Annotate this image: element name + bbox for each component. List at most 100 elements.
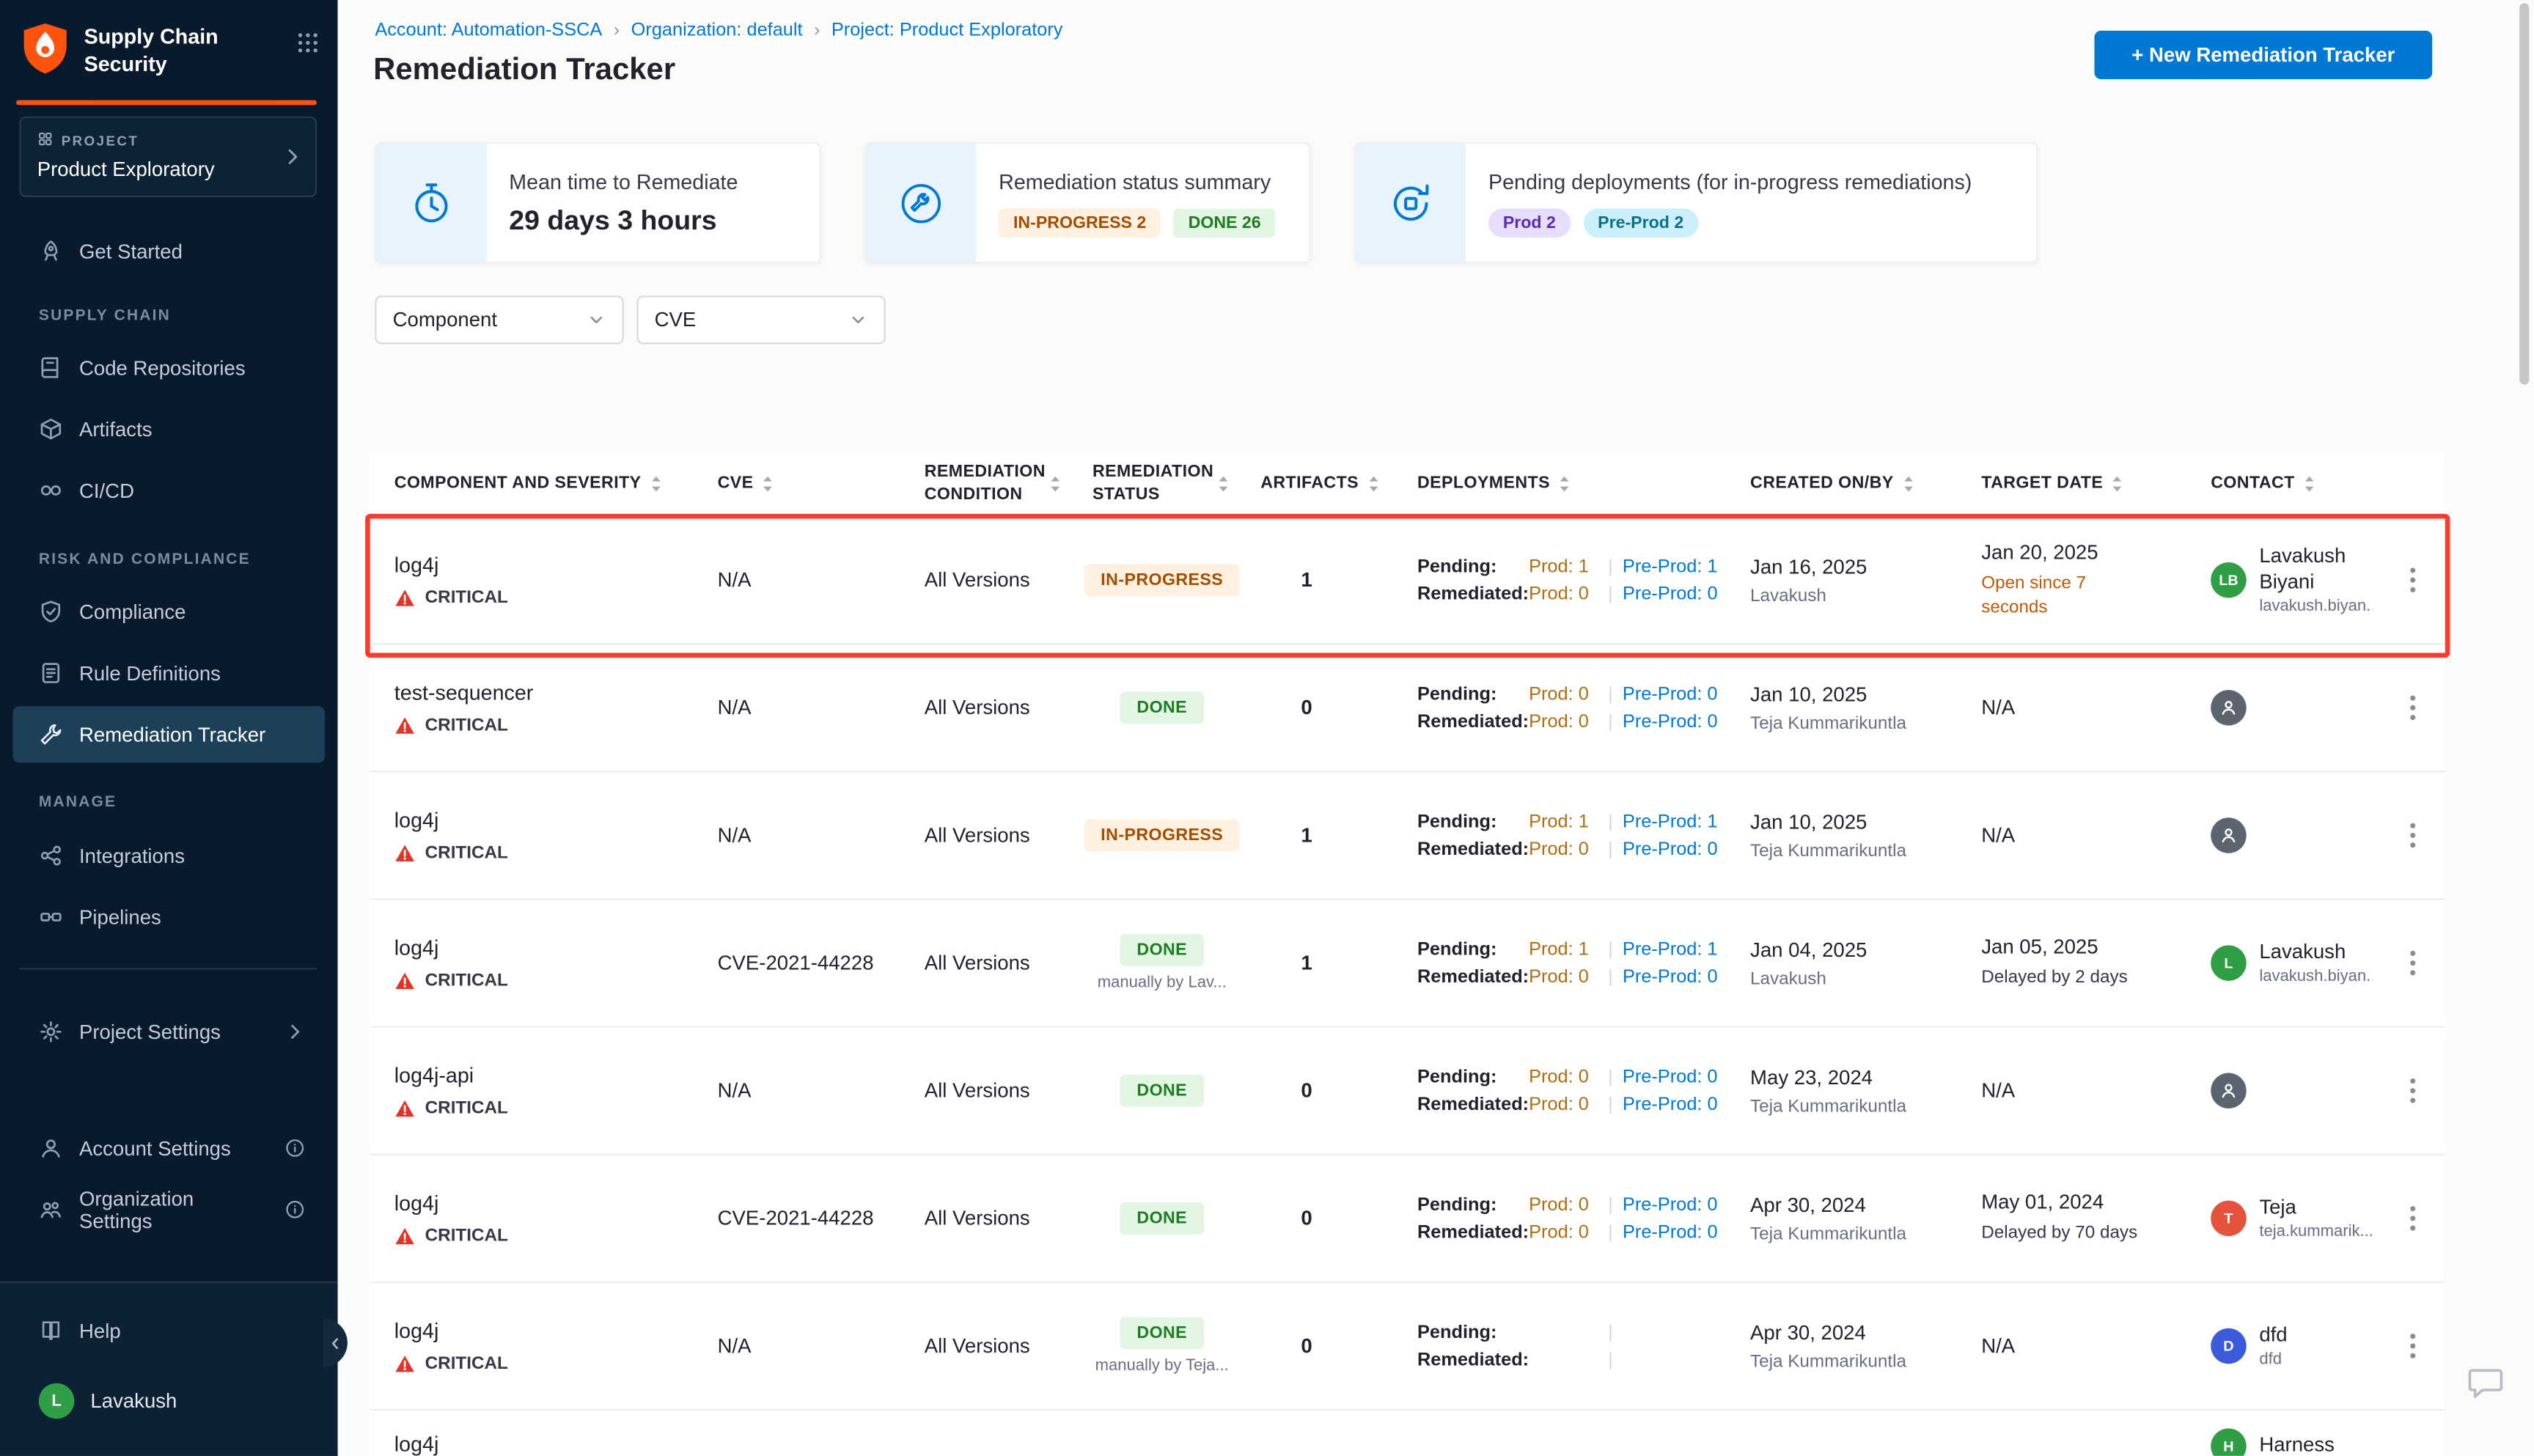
pending-preprod-link[interactable]: Pre-Prod: 1	[1622, 812, 1718, 832]
pending-prod-link[interactable]: Prod: 0	[1529, 684, 1589, 704]
deployments-cell: Pending: Prod: 1 | Pre-Prod: 1 Remediated: P…	[1417, 556, 1718, 604]
pending-prod-link[interactable]: Prod: 0	[1529, 1194, 1589, 1215]
sidebar-item-organization-settings[interactable]: Organization Settings	[13, 1181, 325, 1238]
sidebar-item-cicd[interactable]: CI/CD	[13, 462, 325, 518]
kebab-menu-icon[interactable]	[2402, 944, 2421, 982]
component-name: log4j	[394, 1431, 439, 1456]
status-badge: IN-PROGRESS	[1084, 819, 1240, 852]
remediated-prod-link[interactable]: Prod: 0	[1529, 967, 1589, 987]
column-header-status[interactable]: REMEDIATION STATUS	[1092, 462, 1260, 506]
sidebar-item-rule-definitions[interactable]: Rule Definitions	[13, 644, 325, 701]
component-name: log4j	[394, 1191, 439, 1216]
module-grid-icon[interactable]	[295, 31, 320, 55]
remediated-prod-link[interactable]: Prod: 0	[1529, 584, 1589, 604]
project-icon	[37, 131, 54, 150]
kebab-menu-icon[interactable]	[2402, 1071, 2421, 1110]
remediated-preprod-link[interactable]: Pre-Prod: 0	[1622, 839, 1718, 859]
info-icon[interactable]	[284, 1199, 306, 1220]
pending-preprod-link[interactable]: Pre-Prod: 0	[1622, 684, 1718, 704]
info-icon[interactable]	[284, 1138, 306, 1159]
component-filter-dropdown[interactable]: Component	[375, 295, 624, 345]
column-header-component[interactable]: COMPONENT AND SEVERITY	[370, 473, 718, 495]
sidebar-item-get-started[interactable]: Get Started	[13, 223, 325, 279]
kebab-menu-icon[interactable]	[2402, 688, 2421, 727]
remediated-prod-link[interactable]: Prod: 0	[1529, 1222, 1589, 1242]
contact-name: dfd	[2259, 1323, 2288, 1346]
contact-email: lavakush.biyan...	[2259, 598, 2373, 617]
chevron-down-icon	[587, 310, 606, 329]
contact-avatar-placeholder	[2211, 1073, 2247, 1109]
severity-label: CRITICAL	[425, 1098, 508, 1119]
sidebar-item-label: Pipelines	[79, 905, 161, 929]
pending-prod-link[interactable]: Prod: 1	[1529, 556, 1589, 576]
contact-name: Harness	[2259, 1433, 2335, 1456]
new-remediation-tracker-button[interactable]: + New Remediation Tracker	[2094, 30, 2433, 80]
sidebar-item-code-repositories[interactable]: Code Repositories	[13, 339, 325, 396]
column-header-cve[interactable]: CVE	[718, 473, 925, 495]
remediated-preprod-link[interactable]: Pre-Prod: 0	[1622, 584, 1718, 604]
sidebar-item-project-settings[interactable]: Project Settings	[13, 1004, 325, 1060]
sort-icon	[2305, 476, 2314, 492]
target-date: Jan 20, 2025	[1981, 540, 2098, 564]
table-row[interactable]: log4j-api CRITICAL N/A All Versions DONE…	[370, 1027, 2445, 1155]
in-progress-count-badge: IN-PROGRESS 2	[999, 207, 1161, 237]
pending-preprod-link[interactable]: Pre-Prod: 0	[1622, 1194, 1718, 1215]
column-header-created[interactable]: CREATED ON/BY	[1750, 473, 1981, 495]
sidebar-item-account-settings[interactable]: Account Settings	[13, 1119, 325, 1176]
pending-prod-link[interactable]: Prod: 0	[1529, 1067, 1589, 1087]
column-header-contact[interactable]: CONTACT	[2211, 473, 2379, 495]
cve-filter-dropdown[interactable]: CVE	[636, 295, 886, 345]
chevron-left-icon	[331, 1337, 338, 1349]
table-row[interactable]: log4j H Harness	[370, 1411, 2445, 1456]
breadcrumb-account-link[interactable]: Account: Automation-SSCA	[375, 21, 603, 41]
pending-prod-link[interactable]: Prod: 1	[1529, 812, 1589, 832]
gear-icon	[39, 1020, 63, 1044]
column-header-artifacts[interactable]: ARTIFACTS	[1260, 473, 1417, 495]
deployments-cell: Pending: Prod: 1 | Pre-Prod: 1 Remediated: P…	[1417, 939, 1718, 987]
sidebar-item-compliance[interactable]: Compliance	[13, 584, 325, 640]
remediated-prod-link[interactable]: Prod: 0	[1529, 839, 1589, 859]
remediated-preprod-link[interactable]: Pre-Prod: 0	[1622, 711, 1718, 732]
sidebar-item-integrations[interactable]: Integrations	[13, 827, 325, 883]
wrench-icon	[39, 722, 63, 746]
table-row[interactable]: log4j CRITICAL CVE-2021-44228 All Versio…	[370, 900, 2445, 1028]
pending-preprod-link[interactable]: Pre-Prod: 1	[1622, 939, 1718, 960]
column-header-target[interactable]: TARGET DATE	[1981, 473, 2211, 495]
kebab-menu-icon[interactable]	[2402, 561, 2421, 600]
sidebar-item-remediation-tracker[interactable]: Remediation Tracker	[12, 706, 326, 763]
table-row[interactable]: log4j CRITICAL N/A All Versions IN-PROGR…	[370, 772, 2445, 900]
sidebar-item-pipelines[interactable]: Pipelines	[13, 889, 325, 945]
user-menu[interactable]: L Lavakush	[38, 1383, 177, 1419]
chat-widget-icon[interactable]	[2464, 1362, 2506, 1404]
vertical-scrollbar[interactable]	[2519, 3, 2530, 385]
remediated-preprod-link[interactable]: Pre-Prod: 0	[1622, 967, 1718, 987]
column-header-deployments[interactable]: DEPLOYMENTS	[1417, 473, 1750, 495]
breadcrumb-project-link[interactable]: Project: Product Exploratory	[831, 21, 1063, 41]
sidebar-item-artifacts[interactable]: Artifacts	[13, 401, 325, 457]
kebab-menu-icon[interactable]	[2402, 816, 2421, 855]
condition-value: All Versions	[924, 1207, 1030, 1230]
remediated-prod-link[interactable]: Prod: 0	[1529, 711, 1589, 732]
table-row[interactable]: log4j CRITICAL N/A All Versions DONE manu…	[370, 1283, 2445, 1411]
kebab-menu-icon[interactable]	[2402, 1199, 2421, 1238]
artifacts-count: 0	[1301, 1207, 1312, 1230]
pending-preprod-link[interactable]: Pre-Prod: 0	[1622, 1067, 1718, 1087]
sidebar-item-help[interactable]: Help	[13, 1303, 325, 1359]
pending-deployments-title: Pending deployments (for in-progress rem…	[1488, 169, 1972, 194]
remediated-prod-link[interactable]: Prod: 0	[1529, 1095, 1589, 1114]
remediated-preprod-link[interactable]: Pre-Prod: 0	[1622, 1222, 1718, 1242]
status-badge: DONE	[1120, 1074, 1204, 1107]
component-name: log4j-api	[394, 1063, 474, 1088]
remediated-preprod-link[interactable]: Pre-Prod: 0	[1622, 1095, 1718, 1114]
pending-prod-link[interactable]: Prod: 1	[1529, 939, 1589, 960]
table-row[interactable]: test-sequencer CRITICAL N/A All Versions…	[370, 644, 2445, 773]
project-selector[interactable]: PROJECT Product Exploratory	[19, 116, 317, 197]
contact-name: Lavakush Biyani	[2259, 544, 2346, 592]
kebab-menu-icon[interactable]	[2402, 1327, 2421, 1366]
pending-preprod-link[interactable]: Pre-Prod: 1	[1622, 556, 1718, 576]
column-header-condition[interactable]: REMEDIATION CONDITION	[925, 462, 1092, 506]
breadcrumb-org-link[interactable]: Organization: default	[631, 21, 803, 41]
table-row[interactable]: log4j CRITICAL N/A All Versions IN-PROGR…	[370, 517, 2445, 645]
table-row[interactable]: log4j CRITICAL CVE-2021-44228 All Versio…	[370, 1155, 2445, 1284]
deployments-cell: Pending: Prod: 0 | Pre-Prod: 0 Remediated: P…	[1417, 1194, 1718, 1242]
